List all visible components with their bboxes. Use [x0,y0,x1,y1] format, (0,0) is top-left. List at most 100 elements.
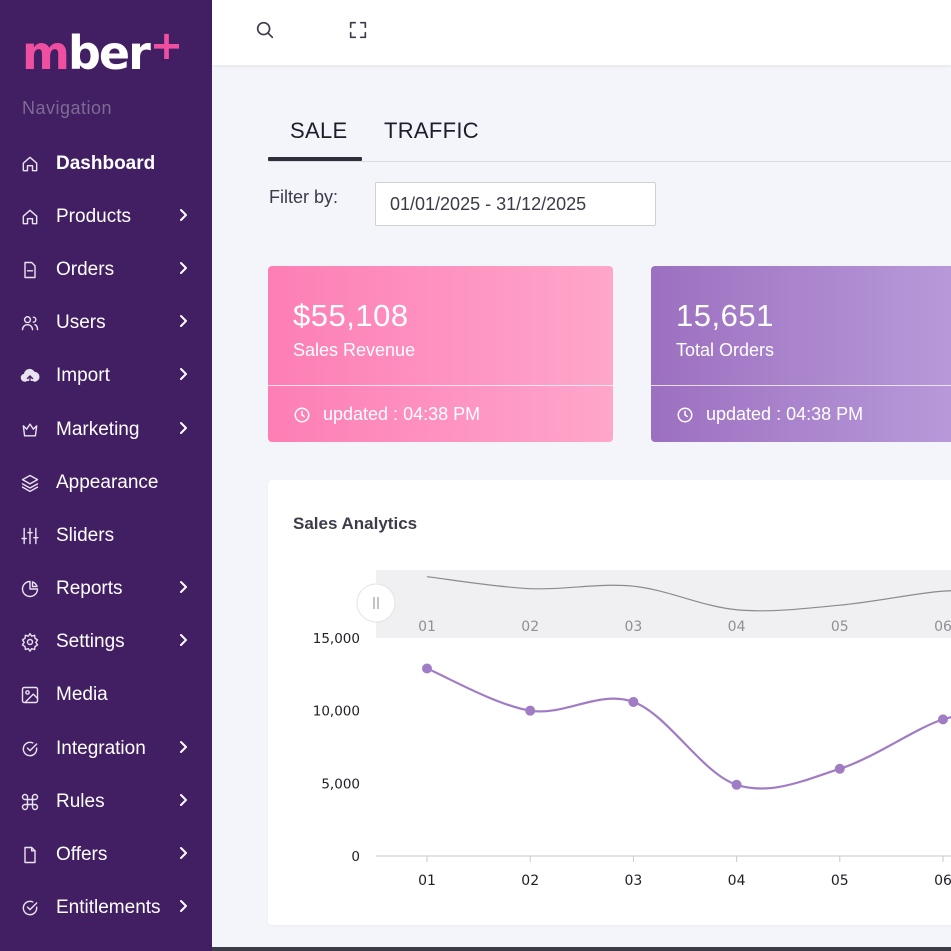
pie-chart-icon [20,579,40,599]
data-point [422,663,432,674]
tab-bar: SALE TRAFFIC [268,104,951,162]
crown-icon [20,420,40,440]
home-icon [20,154,40,174]
y-tick-label: 10,000 [313,704,360,720]
panel-title: Sales Analytics [293,514,418,533]
card-divider [651,385,951,386]
nav-heading: Navigation [22,98,113,118]
card-value: 15,651 [676,298,774,333]
tab-sale[interactable]: SALE [290,118,348,143]
sidebar-item-label: Rules [56,790,105,812]
sidebar-item-label: Import [56,365,110,387]
x-tick-label: 03 [624,873,642,889]
y-tick-label: 0 [351,849,360,865]
sidebar-item-rules[interactable]: Rules [0,775,212,828]
navigator-tick-label: 05 [831,619,849,635]
sidebar-item-label: Dashboard [56,152,156,174]
card-label: Total Orders [676,340,775,360]
data-point [628,696,639,707]
sidebar-item-media[interactable]: Media [0,669,212,722]
sidebar-item-marketing[interactable]: Marketing [0,403,212,456]
sidebar-item-import[interactable]: Import [0,350,212,403]
sidebar-item-label: Integration [56,737,146,759]
sidebar-item-label: Media [56,684,108,706]
date-range-input[interactable] [375,182,656,226]
search-icon[interactable] [254,19,276,41]
navigator-tick-label: 04 [728,619,746,635]
sidebar-item-label: Settings [56,631,125,653]
sliders-icon [20,526,40,546]
sidebar-item-users[interactable]: Users [0,297,212,350]
logo-text: ber [67,26,151,80]
sales-chart: 01 02 03 04 05 06 15,000 10,000 5,000 0 01 02 03 04 05… [313,570,951,889]
chevron-right-icon [178,845,190,861]
sidebar-item-integration[interactable]: Integration [0,722,212,775]
cloud-upload-icon [20,366,40,386]
card-value: $55,108 [293,298,409,333]
home-icon [20,207,40,227]
navigator-handle [356,583,396,623]
chevron-right-icon [178,260,190,276]
series-line [426,667,951,790]
filter-label: Filter by: [269,187,339,207]
x-tick-label: 04 [728,873,746,889]
sidebar-item-orders[interactable]: Orders [0,243,212,296]
sidebar-item-products[interactable]: Products [0,190,212,243]
chevron-right-icon [178,792,190,808]
brand-logo[interactable]: mber+ [22,23,183,81]
clock-icon [293,406,323,424]
sidebar-item-settings[interactable]: Settings [0,616,212,669]
card-divider [268,385,613,386]
total-orders-card: 15,651 Total Orders updated : 04:38 PM [651,266,951,442]
sidebar-item-label: Marketing [56,418,140,440]
sidebar-item-appearance[interactable]: Appearance [0,456,212,509]
sidebar-item-label: Sliders [56,524,115,546]
file-icon [20,260,40,280]
check-circle-icon [20,898,40,918]
sidebar-item-label: Orders [56,258,115,280]
navigator-line [426,576,951,612]
sidebar-nav: Dashboard Products Orders Users Import Market… [0,137,212,935]
chevron-right-icon [178,366,190,382]
fullscreen-icon[interactable] [347,19,369,41]
chevron-right-icon [178,632,190,648]
x-tick-label: 05 [831,873,849,889]
layers-icon [20,473,40,493]
sidebar-item-label: Reports [56,578,123,600]
y-tick-label: 5,000 [321,776,360,792]
topbar [212,0,951,65]
tab-traffic[interactable]: TRAFFIC [384,118,479,143]
sales-revenue-card: $55,108 Sales Revenue updated : 04:38 PM [268,266,613,442]
logo-letter-m: m [22,26,70,80]
clock-icon [676,406,706,424]
active-tab-indicator [268,157,362,161]
image-icon [20,685,40,705]
sidebar-item-label: Appearance [56,471,159,493]
sidebar-item-entitlements[interactable]: Entitlements [0,882,212,935]
chevron-right-icon [178,420,190,436]
x-tick-label: 02 [521,873,539,889]
sidebar-item-label: Users [56,312,106,334]
chart-navigator [376,570,951,638]
sidebar-item-label: Entitlements [56,897,161,919]
sidebar-item-dashboard[interactable]: Dashboard [0,137,212,190]
sidebar-item-offers[interactable]: Offers [0,828,212,881]
data-point [834,763,845,774]
card-footer: updated : 04:38 PM [293,404,480,425]
navigator-tick-label: 02 [521,619,539,635]
logo-plus: + [149,23,183,69]
card-footer: updated : 04:38 PM [676,404,863,425]
card-updated-text: updated : 04:38 PM [706,404,864,424]
chevron-right-icon [178,313,190,329]
chevron-right-icon [178,739,190,755]
data-point [731,779,742,790]
x-tick-label: 06 [934,873,951,889]
sidebar: mber+ Navigation Dashboard Products Orders… [0,0,212,951]
sidebar-item-sliders[interactable]: Sliders [0,509,212,562]
x-tick-label: 01 [418,873,436,889]
data-point [525,705,536,716]
card-updated-text: updated : 04:38 PM [323,404,481,424]
sidebar-item-reports[interactable]: Reports [0,563,212,616]
sidebar-item-label: Offers [56,844,108,866]
data-point [938,714,948,725]
